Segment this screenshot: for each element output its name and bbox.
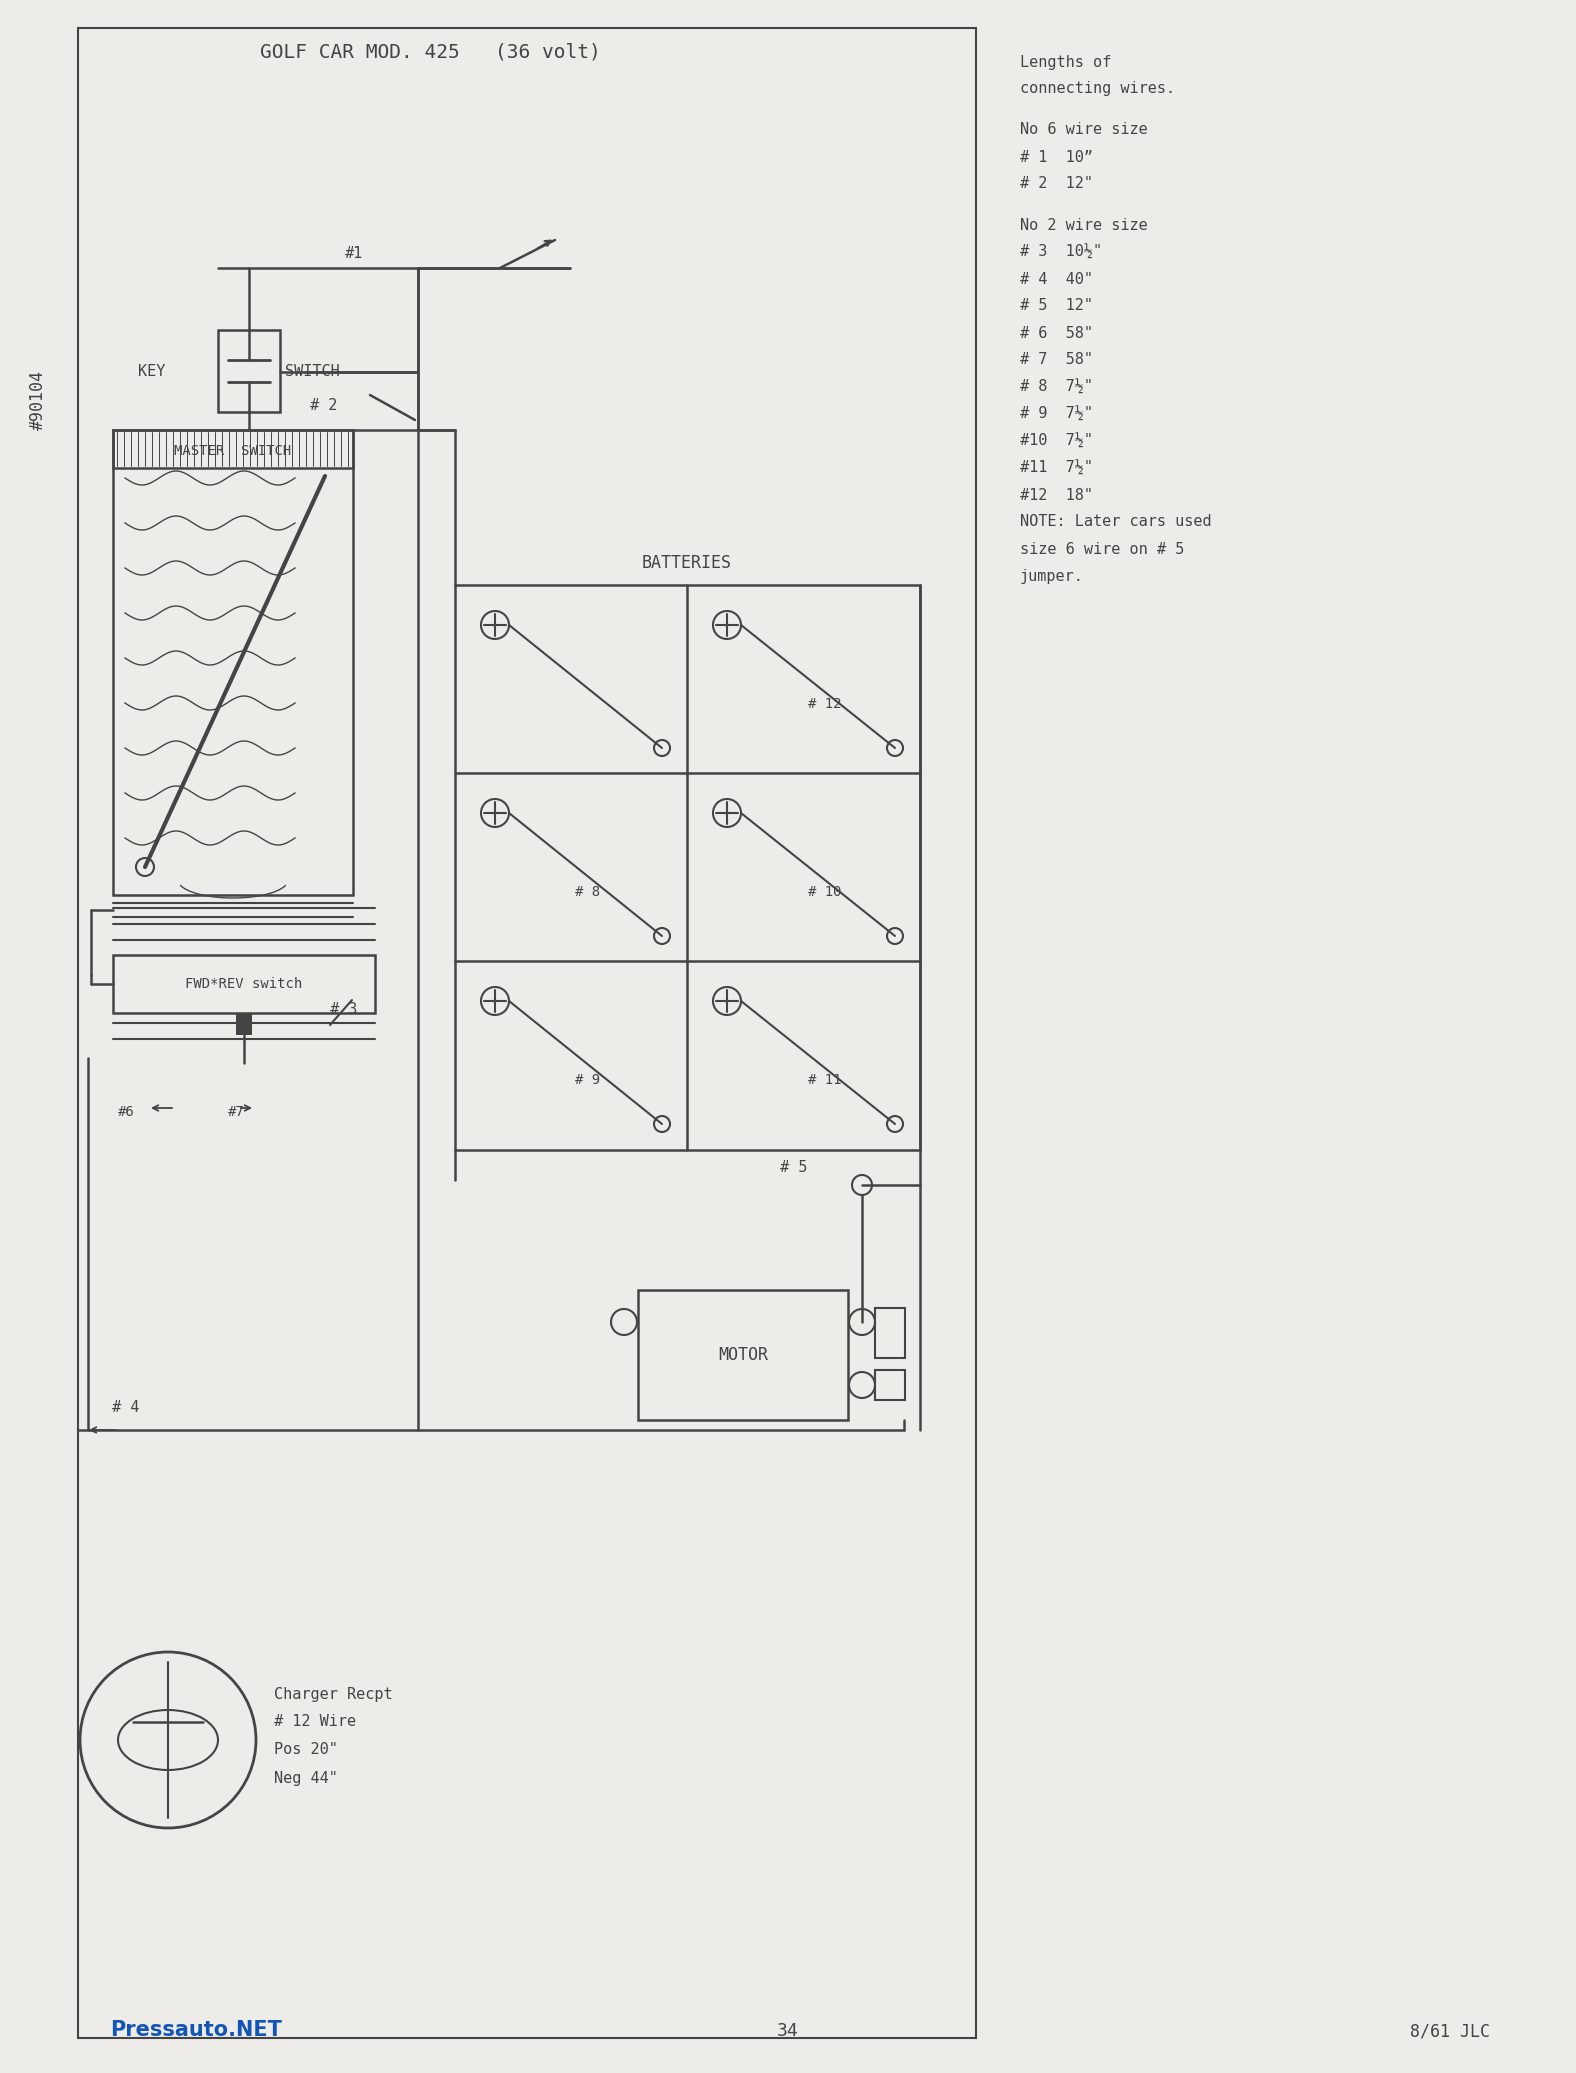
Text: # 3: # 3 [329,1003,358,1018]
Text: # 10: # 10 [808,885,842,900]
Text: #12  18": #12 18" [1020,487,1094,502]
Text: 34: 34 [777,2021,799,2040]
Text: # 8  7½": # 8 7½" [1020,379,1094,394]
Text: # 4  40": # 4 40" [1020,272,1094,286]
Text: BATTERIES: BATTERIES [641,553,731,572]
Bar [236,1014,252,1034]
Text: FWD*REV switch: FWD*REV switch [186,976,303,991]
Text: Pressauto.NET: Pressauto.NET [110,2019,282,2040]
Bar [455,585,920,1151]
Text: # 9: # 9 [575,1074,600,1086]
Text: No 2 wire size: No 2 wire size [1020,218,1147,232]
Text: No 6 wire size: No 6 wire size [1020,122,1147,137]
Text: KEY: KEY [139,365,165,379]
Text: NOTE: Later cars used: NOTE: Later cars used [1020,514,1212,529]
Text: MOTOR: MOTOR [719,1345,768,1364]
Text: Neg 44": Neg 44" [274,1770,337,1785]
Text: Lengths of: Lengths of [1020,54,1111,70]
Text: # 2: # 2 [310,398,337,413]
Bar [875,1370,905,1399]
Text: #11  7½": #11 7½" [1020,460,1094,475]
Bar [113,429,353,896]
Text: #10  7½": #10 7½" [1020,433,1094,448]
Bar [217,330,281,413]
Text: #7: #7 [229,1105,244,1119]
Text: GOLF CAR MOD. 425   (36 volt): GOLF CAR MOD. 425 (36 volt) [260,44,600,62]
Text: # 1  10”: # 1 10” [1020,149,1094,164]
Text: #6: #6 [118,1105,136,1119]
Text: # 6  58": # 6 58" [1020,325,1094,340]
Bar [77,29,976,2038]
Text: size 6 wire on # 5: size 6 wire on # 5 [1020,541,1184,556]
Text: # 11: # 11 [808,1074,842,1086]
Bar [113,956,375,1014]
Text: # 4: # 4 [112,1401,139,1416]
Text: # 7  58": # 7 58" [1020,352,1094,367]
Text: #1: #1 [345,247,362,261]
Bar [638,1289,848,1420]
Text: # 12: # 12 [808,697,842,711]
Bar [875,1308,905,1358]
Text: # 2  12": # 2 12" [1020,176,1094,191]
Text: # 8: # 8 [575,885,600,900]
Text: Charger Recpt: Charger Recpt [274,1687,392,1702]
Text: connecting wires.: connecting wires. [1020,81,1176,95]
Text: #90104: #90104 [28,369,47,429]
Text: jumper.: jumper. [1020,568,1084,583]
Text: Pos 20": Pos 20" [274,1743,337,1758]
Bar [113,429,353,468]
Text: # 5  12": # 5 12" [1020,299,1094,313]
Text: # 12 Wire: # 12 Wire [274,1714,356,1729]
Text: 8/61 JLC: 8/61 JLC [1411,2021,1489,2040]
Text: SWITCH: SWITCH [285,365,340,379]
Text: # 3  10½": # 3 10½" [1020,245,1102,259]
Text: MASTER  SWITCH: MASTER SWITCH [175,444,292,458]
Text: # 5: # 5 [780,1159,807,1175]
Text: # 9  7½": # 9 7½" [1020,406,1094,421]
